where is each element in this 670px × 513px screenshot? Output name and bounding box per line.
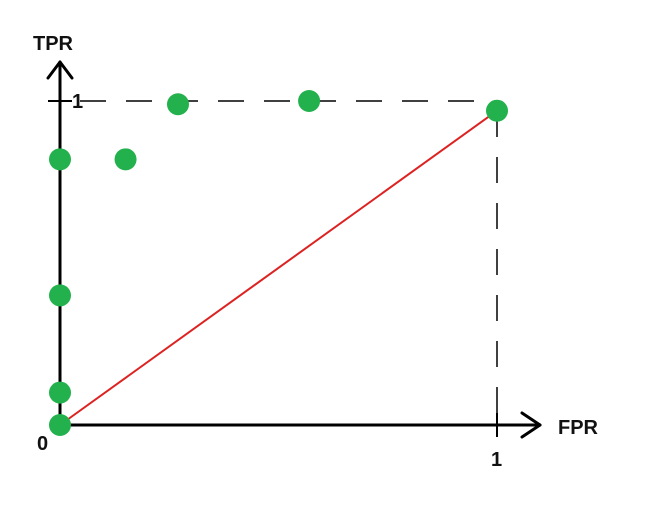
roc-point-4 [49, 148, 71, 171]
x-axis-label: FPR [558, 417, 599, 439]
y-axis-arrow-icon [46, 60, 74, 80]
random-classifier-line [59, 109, 498, 426]
roc-points [49, 90, 508, 436]
origin-label: 0 [37, 433, 48, 455]
roc-point-2 [49, 381, 71, 404]
roc-point-8 [486, 99, 508, 122]
y-tick-label-1: 1 [72, 91, 83, 113]
x-tick-label-1: 1 [491, 449, 502, 471]
x-axis-arrow-icon [520, 411, 542, 439]
roc-point-5 [114, 148, 137, 171]
roc-point-6 [166, 93, 189, 116]
roc-point-1 [49, 414, 71, 436]
y-axis-label: TPR [33, 33, 74, 55]
roc-point-3 [49, 284, 71, 307]
roc-point-7 [298, 90, 321, 112]
